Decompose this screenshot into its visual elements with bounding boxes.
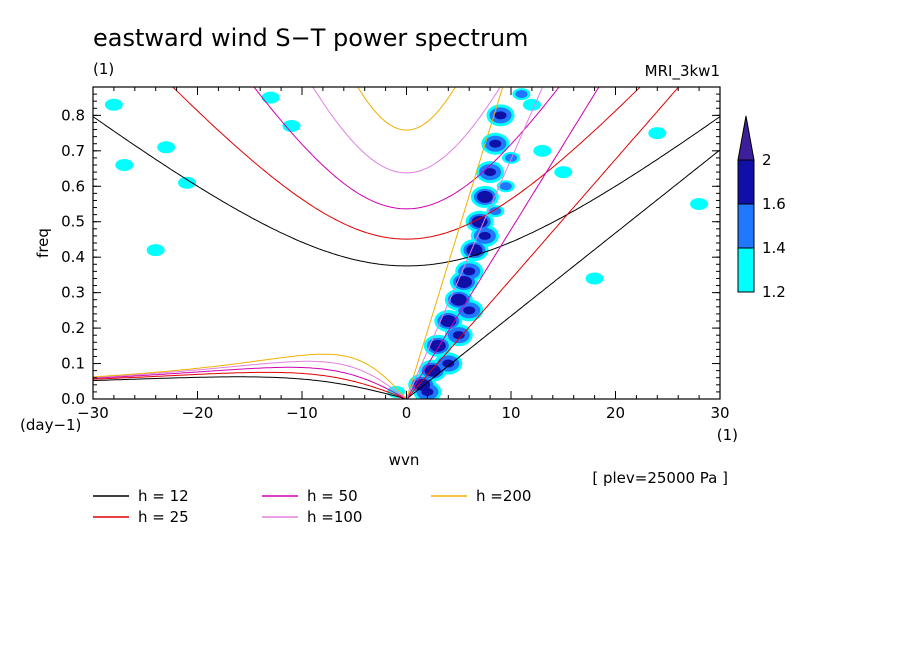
colorbar-label: 1.6	[762, 195, 786, 213]
spectral-peak-core	[466, 244, 483, 257]
spectral-peak-core	[463, 306, 476, 315]
y-tick-label: 0.6	[61, 177, 85, 195]
spectral-peak-halo	[648, 127, 667, 140]
x-tick-label: 0	[402, 404, 412, 422]
dispersion-curve-line	[93, 366, 407, 399]
colorbar: 1.2 1.4 1.6 2	[737, 115, 786, 301]
colorbar-label: 2	[762, 151, 772, 169]
spectral-peak-core	[455, 276, 472, 288]
chart-title: eastward wind S−T power spectrum	[93, 24, 528, 52]
spectral-peak-halo	[585, 272, 604, 285]
dispersion-curve-line	[312, 87, 501, 174]
x-axis-unit: (1)	[717, 426, 738, 444]
spectral-peak-core	[442, 359, 455, 368]
spectral-peak-core	[421, 387, 434, 396]
spectral-peak-halo	[146, 244, 165, 257]
colorbar-label: 1.4	[762, 239, 786, 257]
y-tick-label: 0.8	[61, 106, 85, 124]
spectral-peak-core	[450, 293, 467, 306]
spectral-peak-halo	[554, 166, 573, 179]
spectral-peak-halo	[282, 120, 301, 132]
spectral-peak-mid	[489, 207, 502, 216]
legend: h = 12 h = 25 h = 50 h =100 h =200	[93, 487, 531, 526]
dispersion-curve-line	[406, 87, 680, 399]
dispersion-curve-line	[93, 371, 407, 399]
colorbar-box	[737, 159, 755, 205]
spectral-peak-halo	[104, 98, 123, 111]
x-tick-label: −30	[77, 404, 109, 422]
plev-note: [ plev=25000 Pa ]	[592, 469, 728, 487]
spectral-peak-core	[429, 339, 446, 352]
dispersion-curve-line	[406, 149, 720, 399]
dispersion-curve-line	[406, 87, 544, 399]
colorbar-box	[737, 203, 755, 249]
dispersion-curve-line	[406, 87, 600, 399]
x-axis-ticks: −30 −20 −10 0 10 20 30	[77, 87, 730, 422]
dispersion-curve-line	[253, 87, 560, 210]
spectral-peak-halo	[157, 141, 176, 154]
legend-label: h =100	[307, 508, 362, 526]
spectral-peak-halo	[533, 144, 552, 157]
y-axis-unit: (day−1)	[20, 416, 81, 434]
dispersion-curve-line	[93, 353, 407, 399]
spectral-peak-halo	[690, 198, 709, 210]
y-tick-label: 0.4	[61, 248, 85, 266]
x-tick-label: 10	[501, 404, 520, 422]
x-tick-label: 20	[606, 404, 625, 422]
y-tick-label: 0.0	[61, 390, 85, 408]
dispersion-curves	[93, 87, 720, 399]
dispersion-curve-line	[357, 87, 456, 131]
y-tick-label: 0.2	[61, 319, 85, 337]
spectral-peak-core	[489, 139, 502, 148]
spectral-peak-core	[484, 168, 497, 177]
spectral-peak-core	[478, 231, 491, 240]
y-tick-label: 0.1	[61, 355, 85, 373]
legend-label: h = 12	[138, 487, 189, 505]
spectral-peak-halo	[522, 98, 541, 111]
dispersion-curve-line	[93, 116, 720, 267]
spectral-peak-halo	[178, 176, 197, 189]
spectral-peak-core	[494, 111, 507, 120]
plot-background	[93, 87, 720, 399]
legend-label: h =200	[476, 487, 531, 505]
y-axis-label: freq	[34, 228, 52, 258]
x-tick-label: −20	[182, 404, 214, 422]
x-tick-label: 30	[710, 404, 729, 422]
x-axis-label: wvn	[389, 451, 420, 469]
spectral-peak-mid	[499, 182, 512, 191]
chart-subtitle-left: (1)	[93, 60, 114, 78]
dispersion-curve-line	[93, 360, 407, 399]
colorbar-arrow	[737, 115, 755, 161]
spectral-peak-core	[471, 215, 488, 228]
spectral-peak-halo	[261, 91, 280, 104]
spectral-peak-core	[463, 267, 476, 276]
y-tick-label: 0.7	[61, 142, 85, 160]
legend-label: h = 50	[307, 487, 358, 505]
y-axis-ticks: 0.0 0.1 0.2 0.3 0.4 0.5 0.6 0.7 0.8	[61, 86, 720, 408]
plot-area: −30 −20 −10 0 10 20 30 0.00.10.20.30.40.50.60.…	[61, 86, 730, 422]
dispersion-curve-line	[406, 87, 504, 399]
colorbar-box	[737, 247, 755, 293]
spectral-peak-core	[476, 190, 493, 203]
spectral-peak-core	[452, 331, 465, 340]
dispersion-curve-line	[93, 376, 407, 399]
spectral-peak-halo	[115, 159, 134, 171]
spectral-peak-core	[414, 378, 431, 391]
dispersion-curve-line	[172, 87, 641, 240]
spectral-peak-mid	[505, 153, 517, 162]
y-tick-label: 0.3	[61, 284, 85, 302]
chart-subtitle-right: MRI_3kw1	[645, 62, 720, 81]
colorbar-label: 1.2	[762, 283, 786, 301]
legend-label: h = 25	[138, 508, 189, 526]
y-tick-label: 0.5	[61, 213, 85, 231]
x-tick-label: −10	[286, 404, 318, 422]
spectral-peak-mid	[515, 90, 528, 99]
